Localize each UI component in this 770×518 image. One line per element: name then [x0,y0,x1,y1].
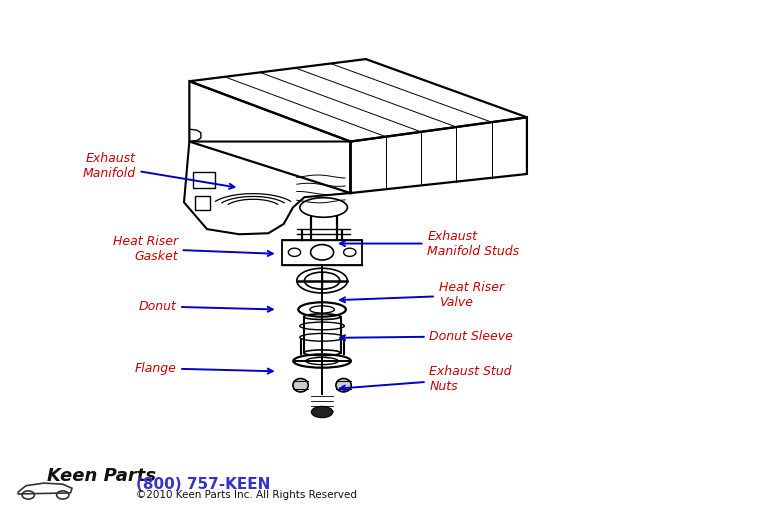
Text: Exhaust
Manifold: Exhaust Manifold [82,152,234,189]
Text: Flange: Flange [135,362,273,375]
Text: Exhaust Stud
Nuts: Exhaust Stud Nuts [340,365,512,393]
Text: Donut: Donut [139,300,273,313]
Ellipse shape [311,406,333,418]
Text: Heat Riser
Gasket: Heat Riser Gasket [112,235,273,263]
Text: (800) 757-KEEN: (800) 757-KEEN [136,477,270,492]
Ellipse shape [293,379,308,392]
Text: Exhaust
Manifold Studs: Exhaust Manifold Studs [340,229,519,257]
Text: Keen Parts: Keen Parts [48,467,156,485]
Ellipse shape [336,379,351,392]
Text: Heat Riser
Valve: Heat Riser Valve [340,281,504,309]
Text: ©2010 Keen Parts Inc. All Rights Reserved: ©2010 Keen Parts Inc. All Rights Reserve… [136,490,357,500]
Text: Donut Sleeve: Donut Sleeve [340,330,514,343]
